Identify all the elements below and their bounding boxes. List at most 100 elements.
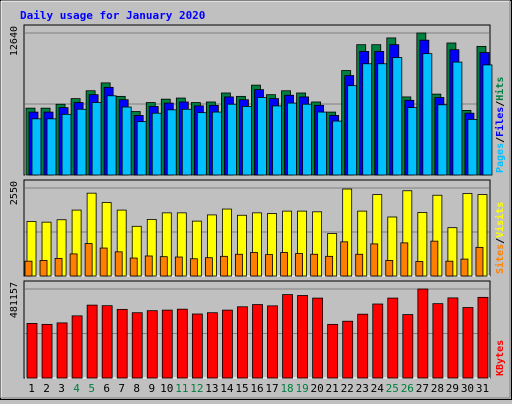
bar-pages-day-26 bbox=[407, 107, 418, 176]
bar-kbytes-day-5 bbox=[86, 304, 98, 379]
bar-sites-day-28 bbox=[430, 240, 439, 277]
legend-item-hits: Hits bbox=[494, 77, 506, 101]
bar-sites-day-27 bbox=[415, 261, 424, 277]
bar-pages-day-28 bbox=[437, 104, 448, 176]
bar-pages-day-19 bbox=[302, 103, 312, 176]
bar-kbytes-day-31 bbox=[477, 296, 489, 379]
x-tick-label-day-18: 18 bbox=[280, 382, 293, 395]
bar-kbytes-day-2 bbox=[41, 323, 53, 379]
legend-separator: / bbox=[495, 238, 506, 244]
bar-pages-day-11 bbox=[181, 108, 192, 176]
bar-sites-day-17 bbox=[265, 254, 273, 277]
bar-pages-day-2 bbox=[46, 118, 57, 176]
legend-item-files: Files bbox=[494, 107, 506, 137]
bar-sites-day-31 bbox=[475, 246, 484, 277]
x-tick-label-day-2: 2 bbox=[43, 382, 50, 395]
bar-pages-day-8 bbox=[136, 121, 147, 176]
x-tick-label-day-12: 12 bbox=[190, 382, 203, 395]
bar-kbytes-day-14 bbox=[222, 309, 233, 379]
legend-separator: / bbox=[495, 101, 506, 107]
legend-separator: / bbox=[495, 137, 506, 143]
x-tick-label-day-9: 9 bbox=[148, 382, 155, 395]
bar-pages-day-29 bbox=[452, 61, 463, 176]
bar-kbytes-day-11 bbox=[176, 308, 188, 379]
bar-pages-day-4 bbox=[76, 108, 87, 176]
bar-sites-day-5 bbox=[84, 243, 93, 277]
x-tick-label-day-19: 19 bbox=[295, 382, 308, 395]
x-tick-label-day-14: 14 bbox=[220, 382, 234, 395]
bar-kbytes-day-6 bbox=[101, 305, 113, 379]
bar-pages-day-9 bbox=[151, 112, 162, 176]
bar-sites-day-1 bbox=[24, 260, 33, 277]
bar-kbytes-day-22 bbox=[342, 320, 354, 379]
legend-kbytes: KBytes bbox=[495, 340, 506, 376]
x-tick-label-day-11: 11 bbox=[175, 382, 188, 395]
bar-sites-day-7 bbox=[114, 251, 123, 277]
y-max-label-hits-files-pages: 12640 bbox=[9, 26, 20, 56]
bar-sites-day-21 bbox=[325, 255, 334, 277]
bar-kbytes-day-13 bbox=[206, 312, 218, 379]
legend-visits-sites: Sites/Visits bbox=[494, 202, 506, 274]
bar-sites-day-24 bbox=[370, 243, 379, 277]
bar-kbytes-day-25 bbox=[387, 297, 399, 379]
bar-sites-day-16 bbox=[250, 252, 258, 277]
x-tick-label-day-25: 25 bbox=[386, 382, 399, 395]
bar-sites-day-23 bbox=[355, 253, 364, 277]
x-tick-label-day-15: 15 bbox=[235, 382, 248, 395]
x-tick-label-day-29: 29 bbox=[446, 382, 459, 395]
x-tick-label-day-8: 8 bbox=[133, 382, 140, 395]
y-max-label-kbytes: 481157 bbox=[9, 282, 20, 318]
bar-kbytes-day-19 bbox=[297, 295, 308, 379]
bar-sites-day-4 bbox=[69, 253, 78, 277]
bar-kbytes-day-26 bbox=[402, 314, 414, 379]
bar-pages-day-3 bbox=[61, 113, 72, 176]
bar-sites-day-2 bbox=[39, 260, 48, 277]
bar-kbytes-day-16 bbox=[252, 304, 263, 379]
bar-sites-day-10 bbox=[159, 256, 168, 277]
bar-pages-day-27 bbox=[422, 53, 433, 176]
bar-kbytes-day-3 bbox=[56, 322, 68, 379]
legend-item-kbytes: KBytes bbox=[495, 340, 506, 376]
bar-kbytes-day-27 bbox=[417, 288, 429, 379]
bar-pages-day-21 bbox=[332, 120, 343, 176]
bar-sites-day-8 bbox=[129, 257, 138, 277]
bar-pages-day-25 bbox=[392, 57, 403, 176]
y-max-label-visits-sites: 2550 bbox=[9, 181, 20, 205]
bar-kbytes-day-21 bbox=[327, 323, 339, 379]
x-tick-label-day-1: 1 bbox=[28, 382, 35, 395]
bar-pages-day-6 bbox=[106, 95, 117, 176]
bar-pages-day-10 bbox=[166, 109, 177, 176]
x-tick-label-day-30: 30 bbox=[461, 382, 474, 395]
bar-pages-day-7 bbox=[121, 106, 132, 176]
x-tick-label-day-26: 26 bbox=[401, 382, 414, 395]
bar-kbytes-day-30 bbox=[462, 307, 474, 379]
x-tick-label-day-22: 22 bbox=[341, 382, 354, 395]
x-tick-label-day-5: 5 bbox=[88, 382, 95, 395]
bar-kbytes-day-28 bbox=[432, 303, 444, 379]
bar-pages-day-12 bbox=[196, 112, 207, 176]
bar-pages-day-16 bbox=[257, 97, 267, 176]
legend-item-visits: Visits bbox=[494, 202, 506, 238]
bar-kbytes-day-29 bbox=[447, 297, 459, 379]
bar-kbytes-day-12 bbox=[191, 313, 203, 379]
x-tick-label-day-3: 3 bbox=[58, 382, 65, 395]
legend-item-pages: Pages bbox=[495, 143, 506, 173]
x-tick-label-day-13: 13 bbox=[205, 382, 218, 395]
bar-sites-day-29 bbox=[445, 260, 454, 277]
bar-pages-day-22 bbox=[347, 85, 358, 176]
bar-pages-day-18 bbox=[287, 102, 297, 176]
bar-sites-day-15 bbox=[235, 253, 243, 277]
bar-sites-day-11 bbox=[174, 256, 183, 277]
bar-kbytes-day-9 bbox=[146, 310, 158, 379]
bar-pages-day-15 bbox=[242, 106, 252, 176]
bar-pages-day-13 bbox=[211, 111, 222, 176]
x-tick-label-day-7: 7 bbox=[118, 382, 125, 395]
bar-kbytes-day-10 bbox=[161, 309, 173, 379]
bar-sites-day-14 bbox=[220, 255, 228, 277]
x-tick-label-day-21: 21 bbox=[326, 382, 339, 395]
bar-kbytes-day-20 bbox=[312, 297, 324, 379]
x-tick-label-day-6: 6 bbox=[103, 382, 110, 395]
x-tick-label-day-10: 10 bbox=[160, 382, 173, 395]
bar-sites-day-20 bbox=[310, 253, 319, 277]
